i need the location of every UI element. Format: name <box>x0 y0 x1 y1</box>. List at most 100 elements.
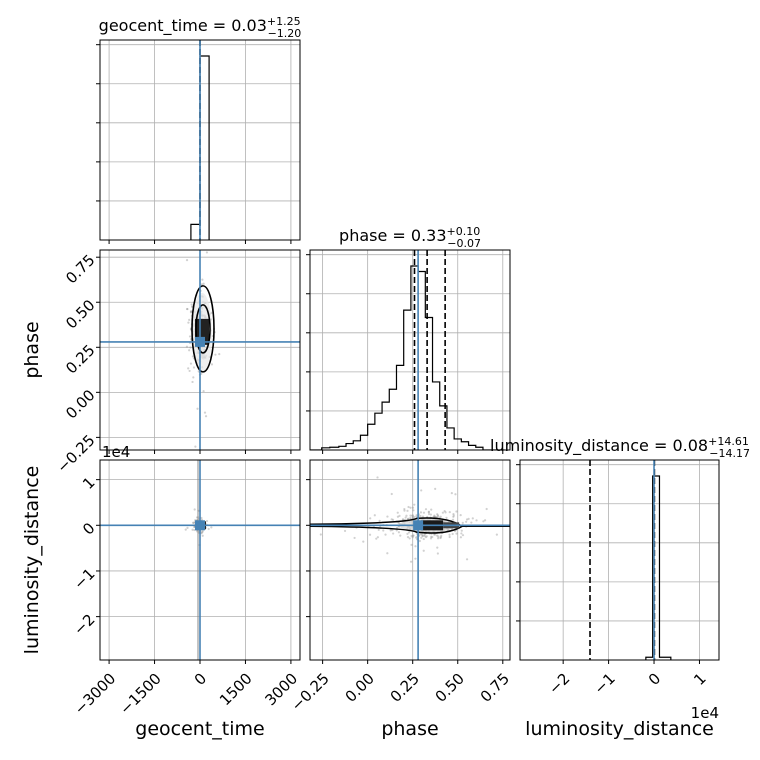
sample-point <box>396 511 399 514</box>
sample-point <box>436 515 440 518</box>
histogram-bin <box>433 382 440 450</box>
sample-point <box>194 445 197 448</box>
sample-point <box>545 529 547 531</box>
sample-point <box>451 518 455 521</box>
sample-point <box>435 534 439 537</box>
sample-point <box>452 515 455 518</box>
sample-point <box>445 516 448 519</box>
histogram-bin <box>200 56 209 240</box>
sample-point <box>353 536 356 540</box>
sample-point <box>437 535 440 538</box>
sample-point <box>436 514 439 517</box>
contour-outer <box>191 285 215 373</box>
sample-point <box>202 282 205 285</box>
sample-point <box>459 536 463 539</box>
x-tick-label-phase: 0.25 <box>387 670 423 706</box>
sample-point <box>460 529 463 532</box>
title-luminosity_distance: luminosity_distance = 0.08+14.61 −14.17 <box>490 435 750 460</box>
sample-point <box>187 321 190 324</box>
sample-point <box>373 514 376 517</box>
sample-point <box>454 493 457 496</box>
sample-point <box>396 515 400 518</box>
sample-point <box>414 557 417 560</box>
sample-point <box>410 560 413 563</box>
sample-point <box>422 537 425 541</box>
histogram-bin <box>461 442 468 450</box>
sample-point <box>186 526 189 529</box>
histogram-bin <box>346 444 353 450</box>
truth-marker <box>413 520 424 531</box>
sample-point <box>427 510 431 513</box>
sample-point <box>467 517 470 520</box>
sample-point <box>192 376 195 379</box>
sample-point <box>401 518 405 521</box>
sample-point <box>397 521 400 524</box>
sample-point <box>191 355 194 358</box>
x-tick-label-phase: 0.00 <box>342 670 378 706</box>
sample-point <box>187 367 190 370</box>
sample-point <box>406 535 410 539</box>
y-axis-label-luminosity_distance: luminosity_distance <box>21 466 43 655</box>
sample-point <box>409 514 412 517</box>
sample-point <box>423 534 426 538</box>
sample-point <box>433 515 436 518</box>
sample-point <box>427 511 430 514</box>
histogram-bin <box>418 272 425 450</box>
sample-point <box>200 531 203 534</box>
sample-point <box>495 533 498 536</box>
sample-point <box>192 366 196 369</box>
sample-point <box>201 534 204 537</box>
title-phase: phase = 0.33+0.10 −0.07 <box>339 225 481 250</box>
sample-point <box>436 513 439 516</box>
truth-phase-vs-geocent_time <box>100 250 300 450</box>
sample-point <box>200 516 203 520</box>
sample-point <box>186 307 189 311</box>
sample-point <box>452 514 455 517</box>
sample-point <box>189 310 193 313</box>
sample-point <box>465 518 469 521</box>
sample-point <box>422 511 426 514</box>
title-value: luminosity_distance = 0.08 <box>490 436 708 456</box>
sample-point <box>448 533 451 536</box>
panel-phase-vs-geocent_time <box>99 249 301 451</box>
sample-point <box>433 515 436 518</box>
sample-point <box>415 514 418 517</box>
x-tick-label-geocent_time: −1500 <box>116 670 165 719</box>
sample-point <box>411 517 414 520</box>
sample-point <box>186 307 189 311</box>
sample-point <box>192 521 195 524</box>
samples-luminosity_distance-vs-geocent_time <box>184 460 213 660</box>
sample-point <box>369 517 372 520</box>
histogram-bin <box>353 441 360 450</box>
sample-point <box>196 407 199 410</box>
offset-label-y: 1e4 <box>102 443 130 461</box>
histogram-bin <box>454 439 461 450</box>
sample-point <box>411 534 415 537</box>
sample-point <box>190 303 193 306</box>
sample-point <box>207 527 210 531</box>
sample-point <box>184 528 187 531</box>
contour-outer <box>310 517 464 534</box>
sample-point <box>386 515 389 518</box>
sample-point <box>460 532 463 535</box>
histogram-bin <box>375 413 382 450</box>
y-axis-label-phase: phase <box>21 321 43 378</box>
sample-point <box>395 529 398 532</box>
sample-point <box>443 509 446 513</box>
sample-point <box>193 508 196 511</box>
sample-point <box>465 558 469 561</box>
sample-point <box>461 534 465 537</box>
x-tick-label-luminosity_distance: −2 <box>545 670 573 698</box>
histogram-bin <box>360 435 367 450</box>
sample-point <box>436 552 439 555</box>
sample-point <box>439 515 442 518</box>
truth-marker <box>195 336 205 347</box>
title-plus: +14.61 <box>708 435 749 448</box>
sample-point <box>436 546 439 549</box>
histogram-outline <box>310 265 505 450</box>
panel-frame <box>309 459 511 661</box>
x-tick-label-geocent_time: −3000 <box>71 670 120 719</box>
sample-point <box>430 535 433 538</box>
sample-point <box>214 353 217 356</box>
sample-point <box>413 515 416 519</box>
